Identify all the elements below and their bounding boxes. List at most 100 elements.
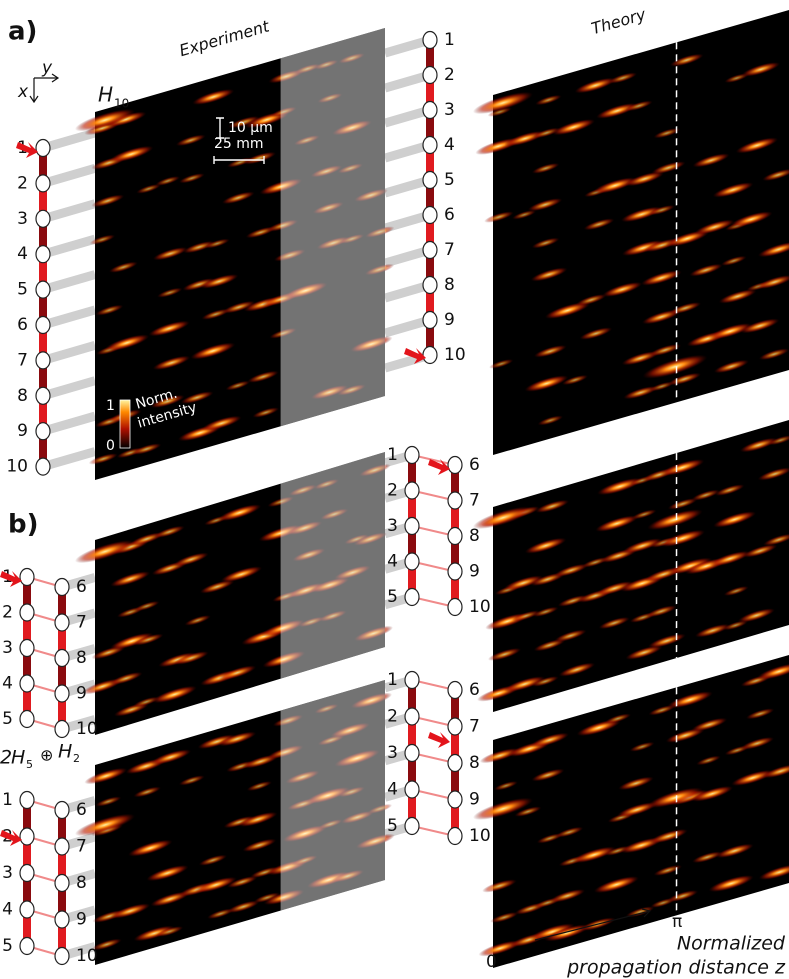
site xyxy=(448,492,462,509)
site xyxy=(423,312,437,329)
site-label: 7 xyxy=(469,717,480,737)
site xyxy=(405,672,419,689)
figure: 1234567891012345678910123456789101234567… xyxy=(0,0,789,979)
connector xyxy=(43,133,95,148)
site-label: 1 xyxy=(2,790,13,810)
site-label: 4 xyxy=(387,780,398,800)
site-label: 2 xyxy=(387,481,398,501)
site xyxy=(36,281,50,298)
excitation-arrow xyxy=(428,732,450,748)
site-label: 1 xyxy=(387,670,398,690)
site xyxy=(36,458,50,475)
site xyxy=(405,518,419,535)
site-label: 10 xyxy=(469,597,491,617)
connector xyxy=(43,204,95,219)
site xyxy=(405,589,419,606)
site xyxy=(20,901,34,918)
panel-label: a) xyxy=(8,17,37,47)
site-label: 6 xyxy=(469,680,480,700)
site-label: 10 xyxy=(6,457,28,477)
hamiltonian-b: 2 H 5 ⊕ H 2 xyxy=(0,741,80,772)
connector xyxy=(43,310,95,325)
site xyxy=(405,447,419,464)
site-label: 3 xyxy=(444,100,455,120)
site-label: 10 xyxy=(76,946,98,966)
site-label: 3 xyxy=(387,516,398,536)
site-label: 8 xyxy=(76,648,87,668)
axis-label: propagation distance z xyxy=(566,957,786,979)
site xyxy=(448,828,462,845)
site xyxy=(20,604,34,621)
site xyxy=(55,650,69,667)
site-label: 9 xyxy=(76,684,87,704)
site-label: 6 xyxy=(17,315,28,335)
site-label: 4 xyxy=(2,900,13,920)
colorbar-min: 0 xyxy=(106,438,115,454)
site-label: 7 xyxy=(76,837,87,857)
overlay xyxy=(281,452,385,679)
site xyxy=(405,708,419,725)
site xyxy=(423,172,437,189)
sub: 2 xyxy=(73,752,80,765)
site-label: 3 xyxy=(2,863,13,883)
site xyxy=(36,175,50,192)
site xyxy=(55,838,69,855)
site-label: 9 xyxy=(76,910,87,930)
site-label: 5 xyxy=(2,936,13,956)
site-label: 7 xyxy=(76,613,87,633)
header: Theory xyxy=(589,4,648,38)
site xyxy=(20,865,34,882)
site-label: 5 xyxy=(387,816,398,836)
site-label: 2 xyxy=(2,603,13,623)
site-label: 5 xyxy=(387,587,398,607)
site-label: 9 xyxy=(444,310,455,330)
site-label: 9 xyxy=(469,790,480,810)
site xyxy=(20,792,34,809)
site-label: 6 xyxy=(444,205,455,225)
scale-label: 25 mm xyxy=(214,136,264,152)
site xyxy=(423,347,437,364)
site-label: 9 xyxy=(17,421,28,441)
site-label: 7 xyxy=(17,350,28,370)
site xyxy=(448,457,462,474)
site-label: 8 xyxy=(469,753,480,773)
colorbar-max: 1 xyxy=(106,398,115,414)
site xyxy=(448,563,462,580)
site xyxy=(55,911,69,928)
site xyxy=(55,948,69,965)
site-label: 3 xyxy=(2,638,13,658)
axes-icon xyxy=(30,74,58,102)
hamiltonian-sub: 10 xyxy=(114,97,129,111)
site-label: 3 xyxy=(17,209,28,229)
connector xyxy=(43,452,95,467)
site-label: 7 xyxy=(444,240,455,260)
site-label: 4 xyxy=(387,552,398,572)
header: Experiment xyxy=(177,16,272,60)
site xyxy=(423,137,437,154)
sym: H xyxy=(11,747,25,769)
connector xyxy=(43,416,95,431)
axis-label: y xyxy=(41,58,53,78)
site xyxy=(448,791,462,808)
axis-pi: π xyxy=(672,912,682,932)
site xyxy=(405,553,419,570)
site xyxy=(423,32,437,49)
site xyxy=(36,210,50,227)
overlay xyxy=(281,680,385,911)
sym: H xyxy=(58,741,72,763)
site xyxy=(448,528,462,545)
site xyxy=(55,721,69,738)
site xyxy=(36,387,50,404)
site-label: 10 xyxy=(469,826,491,846)
site xyxy=(423,277,437,294)
site xyxy=(405,818,419,835)
connector xyxy=(43,168,95,183)
site-label: 6 xyxy=(469,455,480,475)
site xyxy=(20,675,34,692)
connector xyxy=(43,239,95,254)
site-label: 7 xyxy=(469,491,480,511)
site xyxy=(20,711,34,728)
axis-label: x xyxy=(17,82,29,102)
axis-start: 0 xyxy=(486,952,497,972)
site-label: 1 xyxy=(387,445,398,465)
